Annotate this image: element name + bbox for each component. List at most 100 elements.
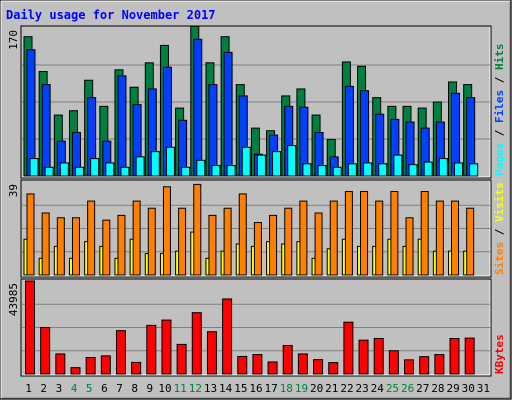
x-label-day-7: 7 bbox=[116, 382, 123, 395]
bar-sites-day-11 bbox=[178, 207, 187, 276]
bar-sites-day-18 bbox=[284, 207, 293, 276]
x-label-day-20: 20 bbox=[310, 382, 323, 395]
x-label-day-22: 22 bbox=[340, 382, 353, 395]
x-label-day-21: 21 bbox=[325, 382, 338, 395]
legend-sites: Sites bbox=[493, 242, 506, 275]
x-label-day-28: 28 bbox=[431, 382, 444, 395]
bar-pages-day-14 bbox=[226, 165, 236, 177]
bar-sites-day-4 bbox=[71, 217, 80, 276]
bar-pages-day-6 bbox=[105, 162, 115, 177]
bar-kbytes-day-20 bbox=[313, 359, 324, 375]
x-label-day-30: 30 bbox=[462, 382, 475, 395]
bar-files-day-12 bbox=[193, 38, 203, 177]
right-legend: Pages / Files / Hits bbox=[493, 44, 506, 177]
x-axis-labels: 1 2 3 4 5 6 7 8 9 10 11 12 13 14 15 16 17 18 19 20 21 22 23 24 2… bbox=[25, 382, 490, 395]
x-label-day-8: 8 bbox=[131, 382, 138, 395]
bar-sites-day-19 bbox=[299, 200, 308, 276]
y-max-label: 170 bbox=[7, 30, 20, 50]
bar-pages-day-11 bbox=[181, 166, 191, 177]
bar-kbytes-day-1 bbox=[25, 280, 35, 375]
bar-pages-day-12 bbox=[196, 159, 206, 177]
legend-kbytes: KBytes bbox=[493, 334, 506, 374]
bar-sites-day-26 bbox=[405, 217, 414, 276]
bar-pages-day-10 bbox=[165, 146, 175, 177]
legend-separator: / bbox=[493, 222, 506, 242]
bar-kbytes-day-28 bbox=[434, 354, 445, 375]
bar-kbytes-day-7 bbox=[115, 330, 126, 375]
bar-sites-day-25 bbox=[390, 191, 399, 276]
bar-kbytes-day-11 bbox=[176, 343, 187, 375]
legend-visits: Visits bbox=[493, 182, 506, 222]
x-label-day-2: 2 bbox=[40, 382, 47, 395]
bar-files-day-13 bbox=[208, 84, 218, 177]
bar-sites-day-10 bbox=[162, 186, 171, 276]
bar-pages-day-29 bbox=[454, 162, 464, 177]
chart-panels: 170 Pages / Files / Hits 39 Sites / Visits 4… bbox=[7, 25, 506, 377]
right-legend: Sites / Visits bbox=[493, 182, 506, 275]
x-label-day-10: 10 bbox=[158, 382, 171, 395]
bar-pages-day-22 bbox=[347, 163, 357, 177]
bar-pages-day-9 bbox=[150, 151, 160, 177]
bar-sites-day-2 bbox=[41, 212, 50, 276]
bar-kbytes-day-17 bbox=[267, 361, 278, 375]
bar-sites-day-14 bbox=[223, 207, 232, 276]
legend-hits: Hits bbox=[493, 44, 506, 71]
bar-sites-day-8 bbox=[132, 200, 141, 276]
panel-kbytes: 43985 KBytes bbox=[7, 278, 506, 377]
bar-pages-day-5 bbox=[90, 158, 100, 177]
panel-hits_files_pages: 170 Pages / Files / Hits bbox=[7, 25, 506, 179]
legend-separator: / bbox=[493, 123, 506, 143]
bar-kbytes-day-14 bbox=[222, 298, 233, 375]
bar-pages-day-30 bbox=[469, 163, 479, 177]
bar-sites-day-20 bbox=[314, 212, 323, 276]
bar-kbytes-day-6 bbox=[100, 355, 111, 375]
x-label-day-25: 25 bbox=[386, 382, 399, 395]
legend-files: Files bbox=[493, 90, 506, 123]
x-label-day-4: 4 bbox=[71, 382, 78, 395]
x-label-day-11: 11 bbox=[174, 382, 187, 395]
x-label-day-3: 3 bbox=[56, 382, 63, 395]
bar-kbytes-day-4 bbox=[70, 367, 81, 375]
bar-kbytes-day-15 bbox=[237, 355, 248, 375]
x-label-day-29: 29 bbox=[446, 382, 459, 395]
x-label-day-23: 23 bbox=[356, 382, 369, 395]
bar-kbytes-day-2 bbox=[40, 326, 51, 375]
bar-pages-day-8 bbox=[135, 156, 145, 177]
bar-sites-day-16 bbox=[253, 222, 262, 276]
bar-files-day-14 bbox=[223, 51, 233, 177]
x-label-day-31: 31 bbox=[477, 382, 490, 395]
bar-kbytes-day-16 bbox=[252, 354, 263, 375]
bar-kbytes-day-5 bbox=[85, 357, 96, 375]
bar-kbytes-day-19 bbox=[297, 353, 308, 375]
bar-kbytes-day-29 bbox=[449, 337, 460, 375]
x-label-day-16: 16 bbox=[249, 382, 262, 395]
bar-kbytes-day-10 bbox=[161, 319, 172, 375]
bar-kbytes-day-21 bbox=[328, 362, 339, 375]
x-label-day-18: 18 bbox=[280, 382, 293, 395]
bar-pages-day-15 bbox=[241, 146, 251, 177]
bar-sites-day-7 bbox=[117, 214, 126, 276]
bar-sites-day-1 bbox=[26, 193, 35, 276]
x-label-day-14: 14 bbox=[219, 382, 233, 395]
bar-pages-day-16 bbox=[256, 154, 266, 177]
x-label-day-5: 5 bbox=[86, 382, 93, 395]
bar-pages-day-7 bbox=[120, 166, 130, 177]
panel-visits_sites: 39 Sites / Visits bbox=[7, 179, 506, 278]
bar-kbytes-day-3 bbox=[55, 353, 66, 375]
bar-sites-day-15 bbox=[238, 193, 247, 276]
bar-pages-day-26 bbox=[408, 164, 418, 177]
bar-pages-day-18 bbox=[287, 145, 297, 177]
bar-kbytes-day-22 bbox=[343, 321, 354, 375]
x-label-day-9: 9 bbox=[147, 382, 154, 395]
right-legend: KBytes bbox=[493, 334, 506, 374]
x-label-day-27: 27 bbox=[416, 382, 429, 395]
bar-pages-day-13 bbox=[211, 165, 221, 177]
bar-pages-day-4 bbox=[74, 166, 84, 177]
bar-sites-day-22 bbox=[344, 191, 353, 276]
bar-pages-day-27 bbox=[423, 161, 433, 177]
legend-pages: Pages bbox=[493, 143, 506, 176]
bar-files-day-2 bbox=[41, 84, 51, 177]
bar-pages-day-19 bbox=[302, 163, 312, 177]
bar-sites-day-28 bbox=[435, 200, 444, 276]
